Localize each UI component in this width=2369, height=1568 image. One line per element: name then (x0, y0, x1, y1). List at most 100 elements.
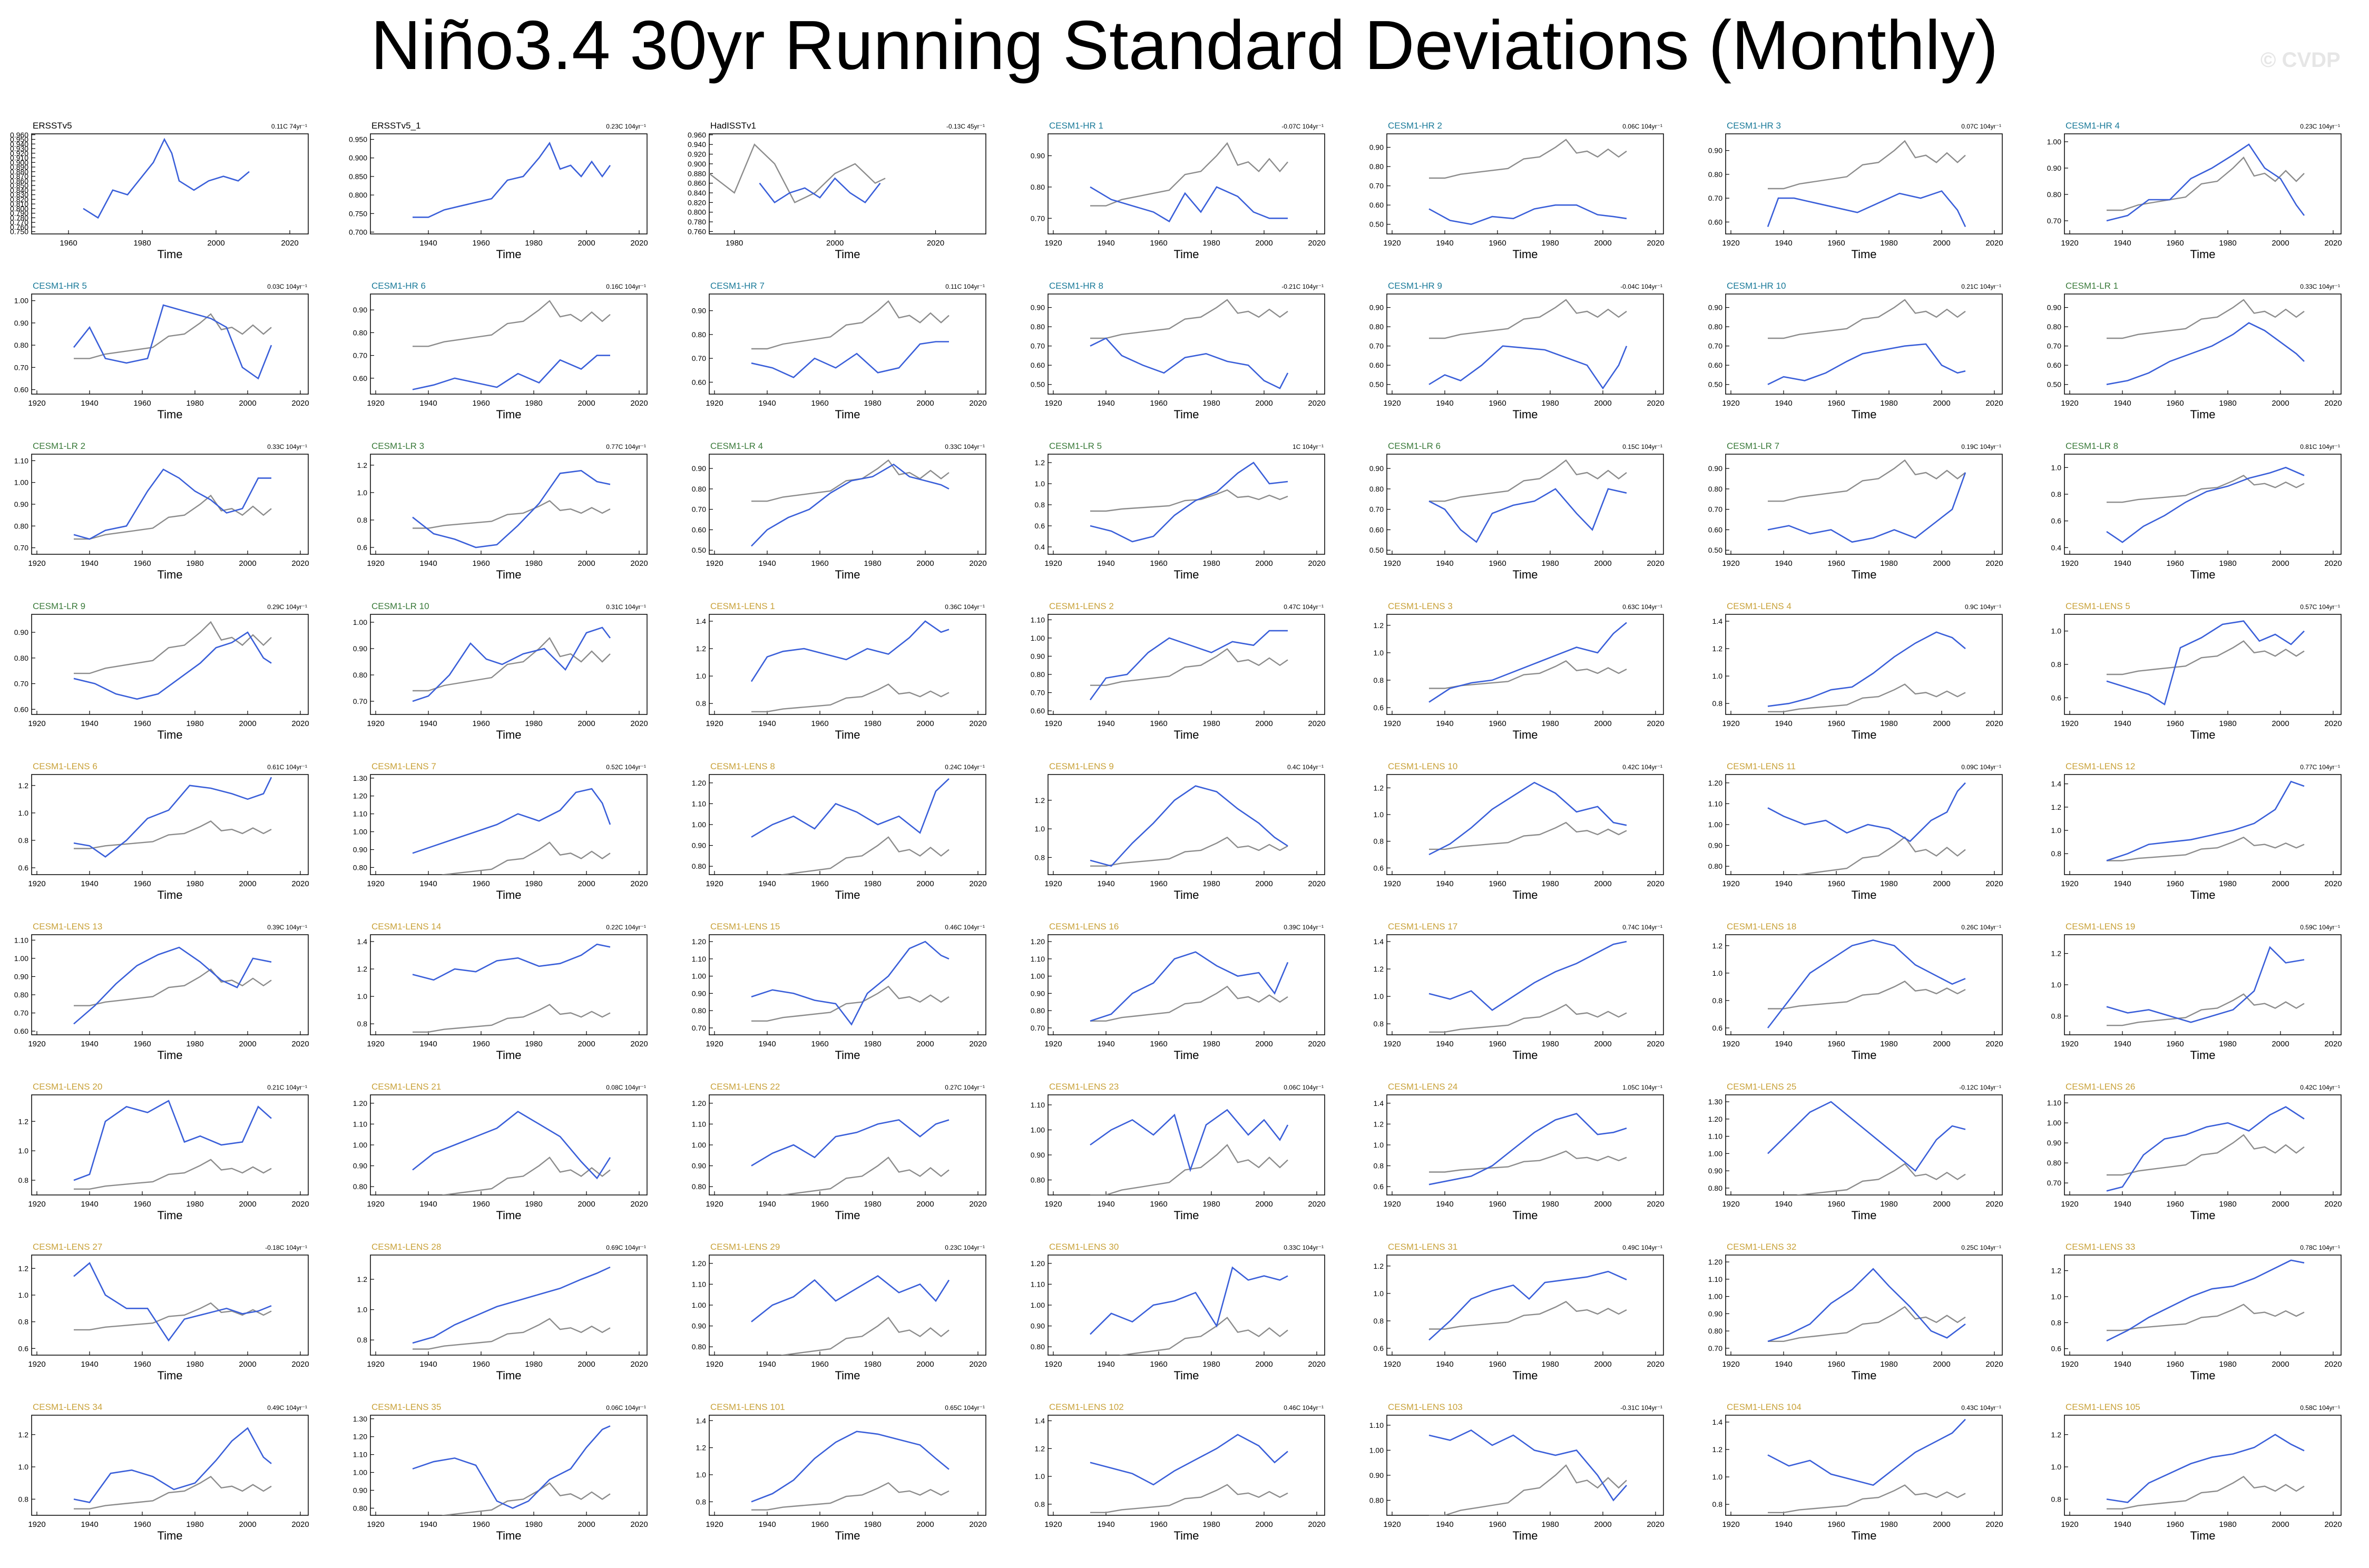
x-tick-label: 2000 (239, 399, 256, 408)
y-tick-label: 0.50 (1708, 546, 1722, 554)
plot-frame (1048, 934, 1325, 1035)
observed-series-line (413, 500, 611, 529)
plot-frame (370, 1094, 648, 1195)
observed-series-line (74, 1475, 272, 1510)
x-tick-label: 1940 (2113, 1520, 2131, 1529)
x-tick-label: 1940 (419, 239, 437, 248)
panel-trend-label: 0.31C 104yr⁻¹ (606, 603, 646, 611)
x-tick-label: 1960 (2166, 239, 2184, 248)
y-tick-label: 1.30 (1708, 1097, 1722, 1106)
x-tick-label: 2000 (1594, 719, 1611, 728)
y-tick-label: 0.70 (14, 544, 28, 552)
x-tick-label: 1920 (1722, 1520, 1739, 1529)
x-tick-label: 1940 (1097, 559, 1114, 568)
y-tick-label: 0.8 (1712, 1500, 1723, 1508)
y-tick-label: 1.20 (692, 779, 706, 787)
panel-trend-label: -0.18C 104yr⁻¹ (265, 1244, 307, 1251)
observed-series-line (1429, 139, 1627, 179)
chart-panel: CESM1-LR 9 0.29C 104yr⁻¹ 1920 1940 1960 1980 2… (14, 601, 309, 741)
y-tick-label: 0.70 (1369, 342, 1384, 350)
panel-trend-label: 0.33C 104yr⁻¹ (945, 443, 985, 450)
observed-series-line (1768, 683, 1966, 713)
x-axis-label: Time (496, 1529, 521, 1542)
x-tick-label: 2020 (291, 879, 309, 888)
x-axis-label: Time (2190, 248, 2215, 261)
model-series-line (413, 141, 611, 218)
x-tick-label: 2020 (969, 1040, 986, 1048)
chart-panel: CESM1-LENS 28 0.69C 104yr⁻¹ 1920 1940 1960 19… (357, 1242, 648, 1382)
x-tick-label: 1960 (472, 1360, 490, 1369)
y-tick-label: 0.8 (1374, 676, 1384, 684)
panel-trend-label: 0.24C 104yr⁻¹ (945, 763, 985, 771)
chart-panel: CESM1-LENS 4 0.9C 104yr⁻¹ 1920 1940 1960 1980… (1712, 601, 2003, 741)
y-tick-label: 0.90 (353, 644, 367, 653)
y-tick-label: 0.50 (1708, 380, 1722, 389)
model-series-line (1428, 345, 1628, 390)
y-tick-label: 0.60 (14, 705, 28, 713)
y-tick-label: 0.80 (14, 654, 28, 662)
observed-series-line (751, 683, 949, 713)
panel-title: CESM1-LR 3 (371, 441, 424, 451)
y-tick-label: 0.70 (14, 363, 28, 371)
model-series-line (1089, 630, 1288, 701)
y-tick-label: 0.50 (2047, 380, 2061, 389)
x-tick-label: 1980 (2219, 1200, 2236, 1209)
y-tick-label: 0.90 (1708, 841, 1722, 850)
y-tick-label: 0.60 (353, 374, 367, 383)
x-tick-label: 1960 (1150, 1200, 1167, 1209)
x-tick-label: 1920 (1044, 1360, 1062, 1369)
x-tick-label: 2020 (969, 1360, 986, 1369)
y-tick-label: 0.80 (14, 522, 28, 530)
y-tick-label: 0.60 (1708, 525, 1722, 534)
panel-title: CESM1-HR 9 (1388, 281, 1442, 291)
y-tick-label: 1.20 (692, 1259, 706, 1268)
x-axis-label: Time (835, 568, 860, 581)
x-tick-label: 2020 (969, 719, 986, 728)
y-tick-label: 0.6 (357, 543, 368, 552)
x-tick-label: 2000 (1594, 1200, 1611, 1209)
x-tick-label: 1920 (706, 719, 723, 728)
model-series-line (73, 1427, 272, 1503)
panel-trend-label: 1C 104yr⁻¹ (1293, 443, 1324, 450)
y-tick-label: 0.60 (1369, 201, 1384, 209)
y-tick-label: 1.10 (1031, 1280, 1045, 1288)
y-tick-label: 1.0 (1712, 1473, 1723, 1481)
y-tick-label: 0.60 (14, 386, 28, 394)
y-tick-label: 1.0 (2051, 981, 2062, 989)
panel-title: CESM1-HR 3 (1727, 121, 1781, 131)
y-tick-label: 1.20 (1031, 937, 1045, 946)
chart-panel: CESM1-LENS 9 0.4C 104yr⁻¹ 1920 1940 1960 1980… (1035, 761, 1326, 901)
y-tick-label: 1.00 (14, 954, 28, 963)
x-tick-label: 2020 (630, 239, 648, 248)
x-tick-label: 1920 (367, 1520, 384, 1529)
y-tick-label: 0.60 (1031, 361, 1045, 369)
x-tick-label: 1960 (2166, 1040, 2184, 1048)
model-series-line (1090, 1109, 1289, 1172)
model-series-line (2106, 1434, 2305, 1503)
x-axis-label: Time (157, 568, 182, 581)
panel-trend-label: 0.43C 104yr⁻¹ (1961, 1404, 2001, 1412)
y-tick-label: 1.2 (1374, 1120, 1384, 1128)
x-axis-label: Time (1173, 888, 1199, 901)
x-tick-label: 2000 (577, 1520, 595, 1529)
model-series-line (751, 341, 949, 378)
y-tick-label: 1.0 (2051, 1292, 2062, 1301)
y-tick-label: 1.10 (1708, 799, 1722, 808)
panel-trend-label: 0.63C 104yr⁻¹ (1622, 603, 1662, 611)
model-series-line (2106, 322, 2305, 385)
panel-trend-label: 0.47C 104yr⁻¹ (1284, 603, 1324, 611)
chart-panel: CESM1-LENS 8 0.24C 104yr⁻¹ 1920 1940 1960 198… (692, 761, 987, 901)
x-tick-label: 1920 (28, 559, 45, 568)
y-tick-label: 1.00 (353, 1141, 367, 1149)
panel-title: CESM1-LENS 1 (710, 601, 775, 611)
x-tick-label: 1980 (864, 1200, 881, 1209)
y-tick-label: 0.90 (1031, 1322, 1045, 1330)
y-tick-label: 1.4 (696, 617, 707, 625)
y-tick-label: 0.790 (10, 209, 28, 218)
x-tick-label: 2020 (630, 1200, 648, 1209)
x-tick-label: 1940 (2113, 399, 2131, 408)
panel-trend-label: 0.36C 104yr⁻¹ (945, 603, 985, 611)
panel-trend-label: 0.57C 104yr⁻¹ (2300, 603, 2340, 611)
observed-series-line (1429, 299, 1627, 339)
panel-title: CESM1-LENS 17 (1388, 922, 1457, 932)
